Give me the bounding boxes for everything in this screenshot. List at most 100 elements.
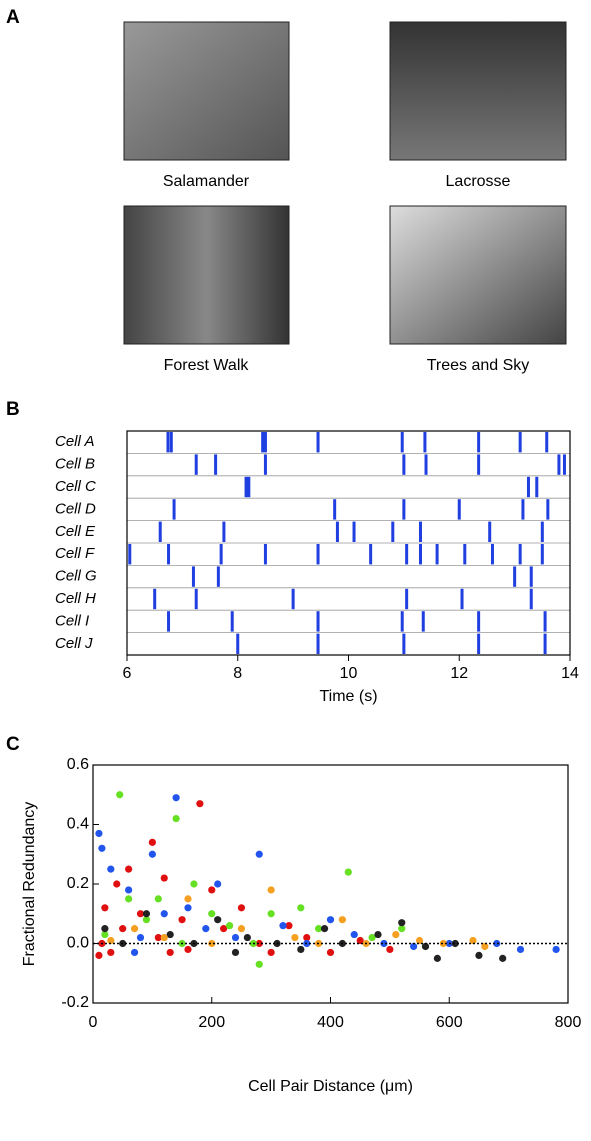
scatter-point	[125, 895, 133, 903]
spike-burst	[194, 454, 198, 475]
scatter-point	[136, 933, 145, 942]
spike-burst	[562, 454, 566, 475]
spike-burst	[423, 432, 427, 453]
spike-burst	[418, 544, 422, 565]
scatter-point	[237, 904, 246, 912]
x-tick-label: 6	[123, 665, 132, 682]
spike-burst	[316, 611, 320, 632]
scatter-point	[279, 922, 287, 930]
spike-burst	[540, 521, 544, 542]
scatter-point	[202, 925, 210, 933]
scatter-point	[237, 925, 246, 933]
cell-label: Cell H	[55, 590, 96, 607]
cell-label: Cell J	[55, 635, 93, 652]
plot-frame	[92, 764, 569, 1004]
scatter-point	[493, 939, 501, 948]
spike-burst	[513, 566, 517, 587]
spike-burst	[477, 611, 481, 632]
spike-burst	[405, 544, 409, 565]
scatter-point	[208, 886, 216, 894]
spike-burst	[219, 544, 223, 565]
y-axis-label: Fractional Redundancy	[21, 802, 38, 967]
scatter-point	[184, 895, 192, 903]
spike-burst	[230, 611, 234, 632]
panel-label: C	[6, 734, 20, 755]
x-tick-label: 200	[198, 1014, 225, 1031]
cell-label: Cell F	[55, 545, 95, 562]
photo	[123, 21, 290, 161]
spike-burst	[400, 611, 404, 632]
scatter-point	[184, 945, 192, 954]
cell-label: Cell A	[55, 433, 94, 450]
scatter-point	[172, 794, 180, 802]
x-tick-label: 400	[317, 1014, 344, 1031]
x-tick-label: 12	[450, 665, 468, 682]
scatter-point	[326, 948, 335, 957]
scatter-point	[451, 939, 459, 948]
spike-burst	[263, 544, 267, 565]
spike-burst	[316, 633, 320, 654]
scatter-point	[101, 930, 109, 939]
scatter-point	[125, 886, 133, 894]
spike-burst	[535, 476, 539, 498]
spike-burst	[291, 588, 295, 610]
x-tick-label: 800	[555, 1014, 582, 1031]
caption: Forest Walk	[164, 357, 250, 374]
scatter-point	[107, 948, 115, 957]
scatter-point	[178, 916, 186, 924]
scatter-point	[410, 942, 418, 951]
photo	[389, 21, 567, 161]
spike-burst	[247, 476, 251, 498]
spike-burst	[460, 588, 464, 610]
spike-burst	[166, 432, 170, 453]
scatter-point	[113, 880, 121, 888]
scatter-point	[267, 910, 275, 918]
cell-label: Cell C	[55, 478, 96, 495]
spike-burst	[557, 454, 561, 475]
spike-burst	[400, 432, 404, 453]
scatter-point	[101, 904, 109, 912]
spike-burst	[153, 588, 157, 610]
spike-burst	[543, 611, 547, 632]
scatter-point	[142, 910, 151, 918]
scatter-point	[469, 936, 477, 945]
spike-burst	[546, 499, 550, 520]
scatter-point	[95, 951, 103, 960]
scatter-point	[142, 916, 151, 924]
spike-burst	[352, 521, 356, 542]
cell-label: Cell G	[55, 568, 97, 585]
spike-burst	[526, 476, 530, 498]
spike-burst	[402, 454, 406, 475]
scatter-point	[255, 850, 263, 858]
cell-label: Cell B	[55, 456, 95, 473]
scatter-point	[172, 814, 180, 823]
spike-burst	[263, 454, 267, 475]
cell-label: Cell I	[55, 612, 89, 629]
spike-burst	[424, 454, 428, 475]
spike-burst	[216, 566, 220, 587]
spike-burst	[158, 521, 162, 542]
caption: Trees and Sky	[427, 357, 530, 374]
scatter-point	[303, 933, 311, 942]
caption: Lacrosse	[446, 173, 511, 190]
spike-burst	[402, 499, 406, 520]
scatter-point	[184, 904, 192, 912]
scatter-point	[552, 945, 560, 954]
spike-burst	[263, 432, 267, 453]
spike-burst	[477, 432, 481, 453]
spike-burst	[488, 521, 492, 542]
spike-burst	[463, 544, 467, 565]
spike-burst	[490, 544, 494, 565]
y-tick-label: 0.0	[67, 935, 89, 952]
scatter-point	[148, 850, 156, 858]
scatter-point	[297, 945, 305, 954]
scatter-point	[154, 933, 162, 942]
y-tick-label: 0.6	[67, 756, 89, 773]
x-tick-label: 600	[436, 1014, 463, 1031]
spike-burst	[222, 521, 226, 542]
scatter-point	[95, 829, 103, 838]
scatter-point	[344, 868, 352, 876]
spike-burst	[521, 499, 525, 520]
